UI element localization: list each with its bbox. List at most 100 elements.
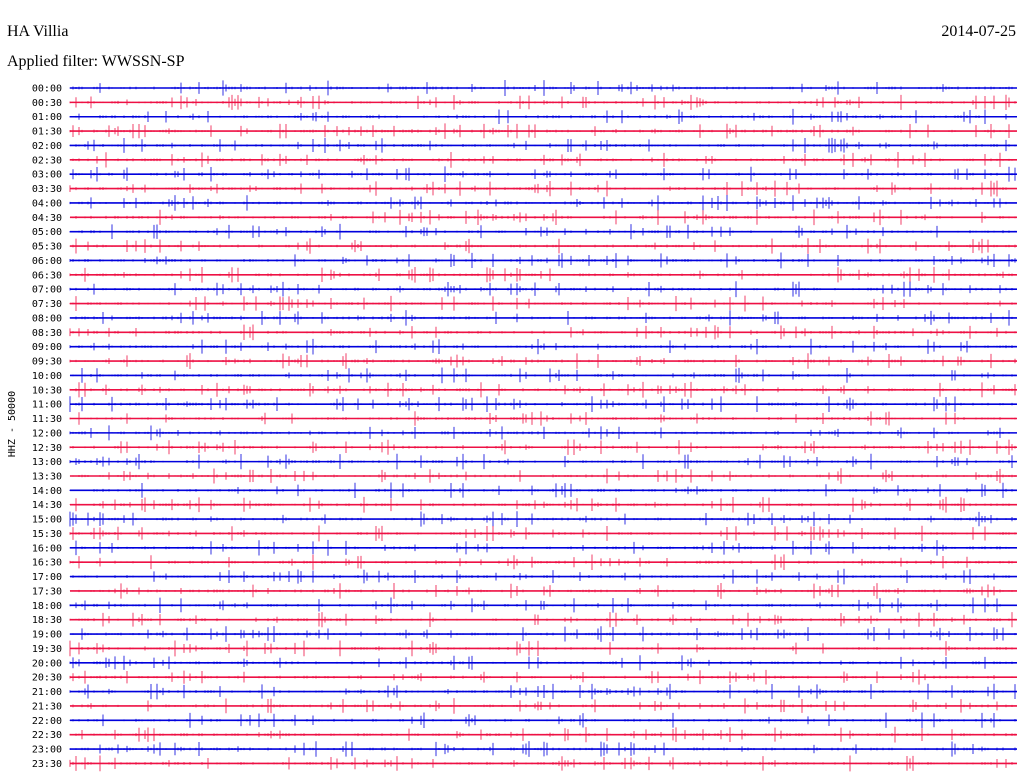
trace-noise <box>69 511 1016 528</box>
row-time-label: 06:00 <box>32 256 62 267</box>
trace-noise <box>69 525 1016 542</box>
trace-noise <box>69 612 1016 628</box>
trace-noise <box>69 367 1016 384</box>
trace-noise <box>69 223 1016 240</box>
row-time-label: 18:30 <box>32 615 62 626</box>
row-time-label: 00:30 <box>32 98 62 109</box>
trace-noise <box>69 554 1016 571</box>
row-time-label: 15:30 <box>32 529 62 540</box>
trace-noise <box>69 583 1016 599</box>
trace-noise <box>69 338 1016 355</box>
row-time-label: 07:30 <box>32 299 62 310</box>
trace-noise <box>69 180 1016 197</box>
trace-noise <box>69 108 1016 125</box>
trace-noise <box>69 655 1016 671</box>
date-label: 2014-07-25 <box>941 23 1016 40</box>
row-time-label: 20:30 <box>32 673 62 684</box>
trace-noise <box>69 468 1016 484</box>
row-time-label: 01:30 <box>32 127 62 138</box>
trace-noise <box>69 568 1016 585</box>
row-time-label: 11:30 <box>32 414 62 425</box>
row-time-label: 23:00 <box>32 745 62 756</box>
trace-noise <box>69 281 1016 298</box>
trace-noise <box>69 80 1016 96</box>
trace-noise <box>69 755 1016 772</box>
row-time-label: 10:30 <box>32 385 62 396</box>
row-time-label: 17:00 <box>32 572 62 583</box>
row-time-label: 14:30 <box>32 500 62 511</box>
row-time-label: 16:30 <box>32 558 62 569</box>
trace-noise <box>69 94 1016 111</box>
row-time-label: 14:00 <box>32 486 62 497</box>
trace-noise <box>69 238 1016 254</box>
trace-noise <box>69 726 1016 743</box>
row-time-label: 12:30 <box>32 443 62 454</box>
trace-rows: 00:00 00:30 01:00 01:30 02:00 02:30 03:00 03:30… <box>32 80 1017 772</box>
row-time-label: 04:30 <box>32 213 62 224</box>
row-time-label: 13:00 <box>32 457 62 468</box>
row-time-label: 20:00 <box>32 658 62 669</box>
trace-noise <box>69 166 1016 183</box>
trace-noise <box>69 324 1016 341</box>
row-time-label: 19:00 <box>32 630 62 641</box>
row-time-label: 18:00 <box>32 601 62 612</box>
row-time-label: 06:30 <box>32 270 62 281</box>
trace-noise <box>69 209 1016 226</box>
station-title: HA Villia <box>7 23 68 40</box>
row-time-label: 17:30 <box>32 586 62 597</box>
row-time-label: 04:00 <box>32 198 62 209</box>
trace-noise <box>69 597 1016 614</box>
trace-noise <box>69 482 1016 499</box>
trace-noise <box>69 453 1016 470</box>
row-time-label: 08:30 <box>32 328 62 339</box>
row-time-label: 22:00 <box>32 716 62 727</box>
trace-noise <box>69 381 1016 398</box>
row-time-label: 21:30 <box>32 701 62 712</box>
row-time-label: 19:30 <box>32 644 62 655</box>
trace-noise <box>69 396 1016 413</box>
trace-noise <box>69 640 1016 657</box>
trace-noise <box>69 266 1016 283</box>
row-time-label: 22:30 <box>32 730 62 741</box>
row-time-label: 01:00 <box>32 112 62 123</box>
row-time-label: 05:00 <box>32 227 62 238</box>
row-time-label: 02:00 <box>32 141 62 152</box>
y-axis-label: HHZ - 50000 <box>7 391 18 457</box>
trace-noise <box>69 712 1016 729</box>
trace-noise <box>69 439 1016 456</box>
row-time-label: 09:30 <box>32 357 62 368</box>
row-time-label: 12:00 <box>32 428 62 439</box>
row-time-label: 05:30 <box>32 242 62 253</box>
trace-noise <box>69 152 1016 168</box>
trace-noise <box>69 310 1016 326</box>
row-time-label: 16:00 <box>32 543 62 554</box>
trace-noise <box>69 698 1016 714</box>
row-time-label: 23:30 <box>32 759 62 770</box>
row-time-label: 07:00 <box>32 285 62 296</box>
row-time-label: 10:00 <box>32 371 62 382</box>
trace-noise <box>69 539 1016 556</box>
row-time-label: 03:30 <box>32 184 62 195</box>
row-time-label: 08:00 <box>32 313 62 324</box>
trace-noise <box>69 252 1016 269</box>
trace-noise <box>69 683 1016 700</box>
trace-noise <box>69 295 1016 312</box>
row-time-label: 02:30 <box>32 155 62 166</box>
trace-noise <box>69 411 1016 426</box>
trace-noise <box>69 123 1016 139</box>
trace-noise <box>69 194 1016 211</box>
trace-noise <box>69 137 1016 154</box>
row-time-label: 03:00 <box>32 170 62 181</box>
row-time-label: 13:30 <box>32 471 62 482</box>
trace-noise <box>69 669 1016 685</box>
row-time-label: 21:00 <box>32 687 62 698</box>
row-time-label: 09:00 <box>32 342 62 353</box>
filter-label: Applied filter: WWSSN-SP <box>7 53 185 70</box>
trace-noise <box>69 496 1016 513</box>
row-time-label: 11:00 <box>32 400 62 411</box>
trace-noise <box>69 741 1016 757</box>
row-time-label: 00:00 <box>32 84 62 95</box>
trace-noise <box>69 353 1016 369</box>
trace-noise <box>69 626 1016 642</box>
